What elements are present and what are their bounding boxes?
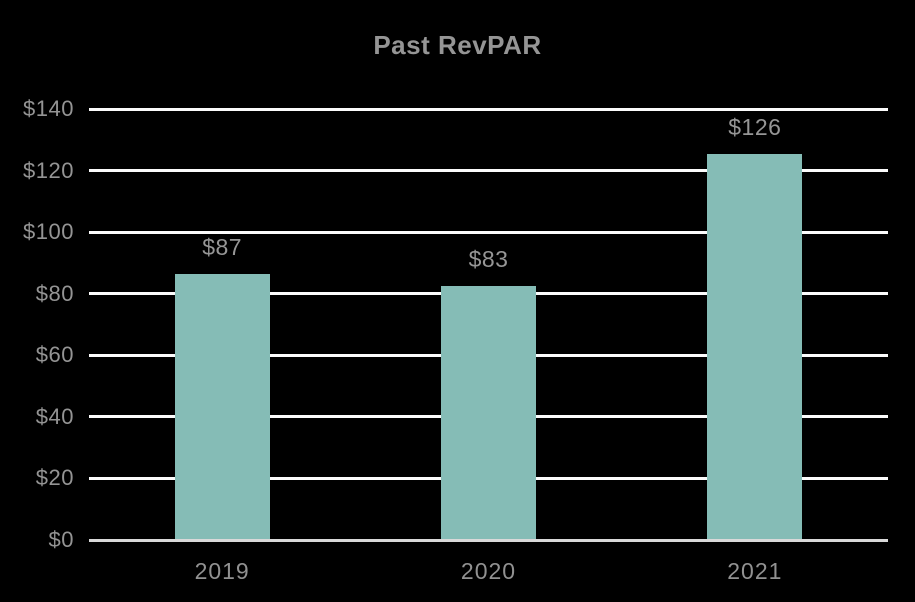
y-tick-label: $100 — [23, 219, 74, 245]
gridline — [89, 230, 888, 234]
y-tick-label: $120 — [23, 157, 74, 183]
bar-2021[interactable] — [707, 154, 803, 542]
bar-2020[interactable] — [441, 286, 536, 542]
value-label-2019: $87 — [202, 234, 243, 261]
y-tick-label: $60 — [35, 342, 74, 368]
value-label-2021: $126 — [728, 114, 782, 141]
x-tick-label-2021: 2021 — [727, 558, 783, 584]
x-axis-baseline — [89, 538, 888, 542]
y-axis: $0 $20 $40 $60 $80 $100 $120 $140 — [0, 96, 74, 552]
y-tick-label: $20 — [35, 465, 74, 491]
y-tick-label: $0 — [48, 527, 74, 552]
bar-2019[interactable] — [174, 274, 270, 542]
chart-title: Past RevPAR — [373, 30, 542, 60]
x-axis: 2019 2020 2021 — [89, 558, 888, 590]
y-tick-label: $40 — [35, 403, 74, 429]
y-tick-label: $80 — [35, 280, 74, 306]
x-tick-label-2019: 2019 — [194, 558, 250, 584]
value-label-2020: $83 — [468, 246, 509, 273]
x-tick-label-2020: 2020 — [460, 558, 517, 584]
y-tick-label: $140 — [23, 96, 74, 121]
plot-area: $87 $83 $126 — [89, 107, 888, 542]
gridline — [89, 169, 888, 173]
gridline — [89, 107, 888, 111]
